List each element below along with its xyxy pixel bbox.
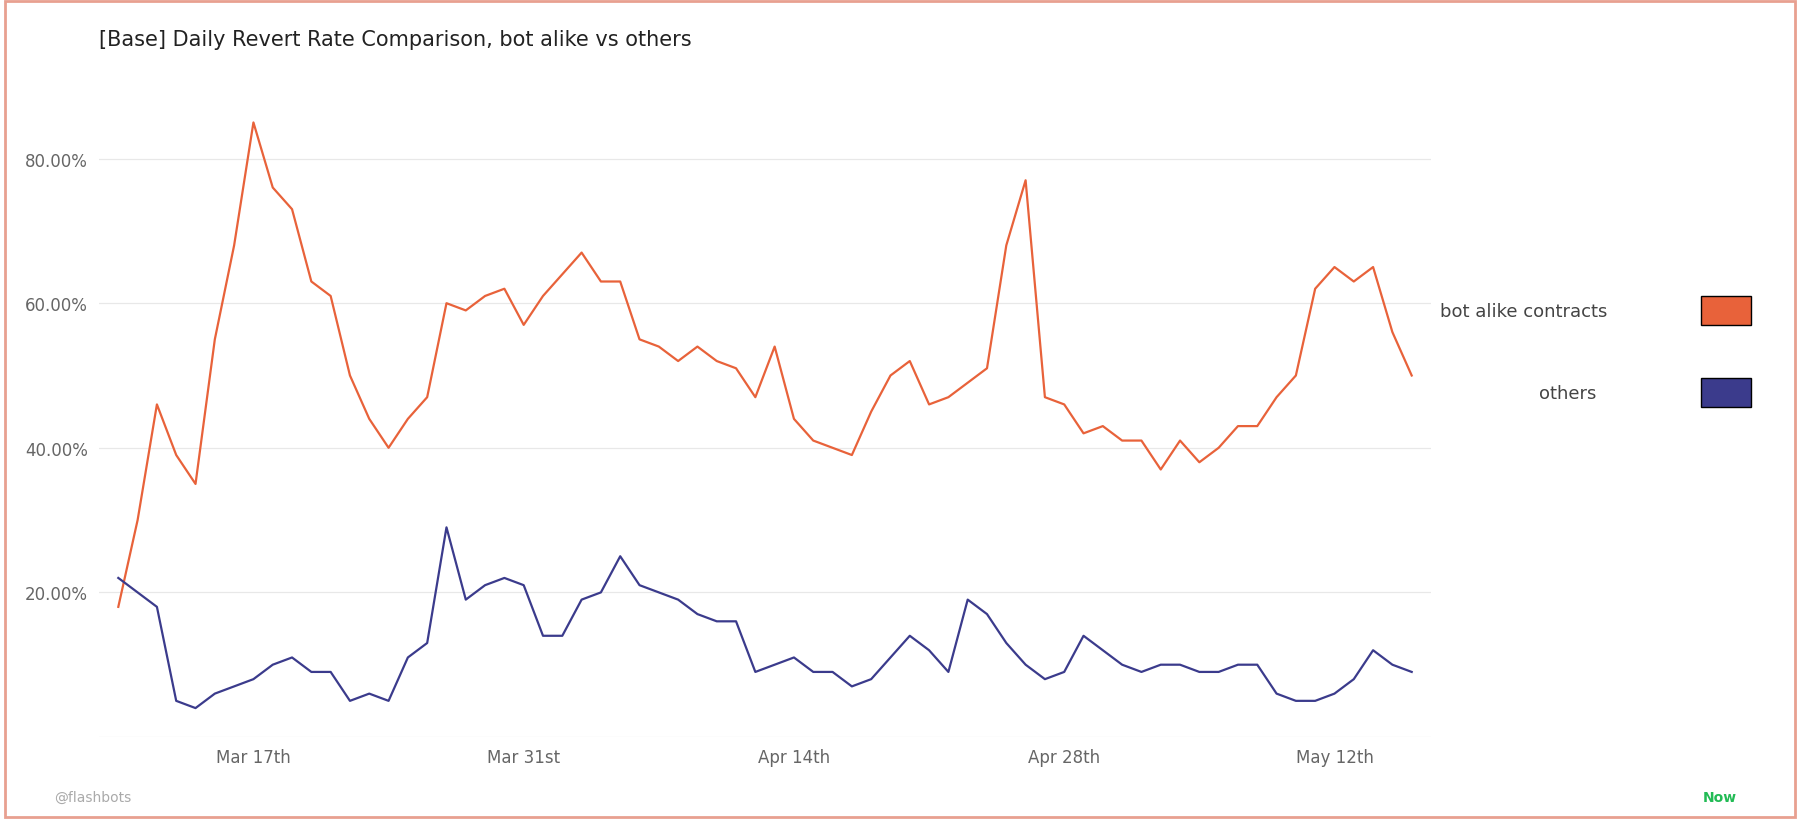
Text: [Base] Daily Revert Rate Comparison, bot alike vs others: [Base] Daily Revert Rate Comparison, bot… [99,30,691,50]
Text: Now: Now [1703,790,1737,804]
Text: @flashbots: @flashbots [54,790,131,804]
Text: others: others [1539,384,1597,402]
Text: bot alike contracts: bot alike contracts [1440,302,1607,320]
